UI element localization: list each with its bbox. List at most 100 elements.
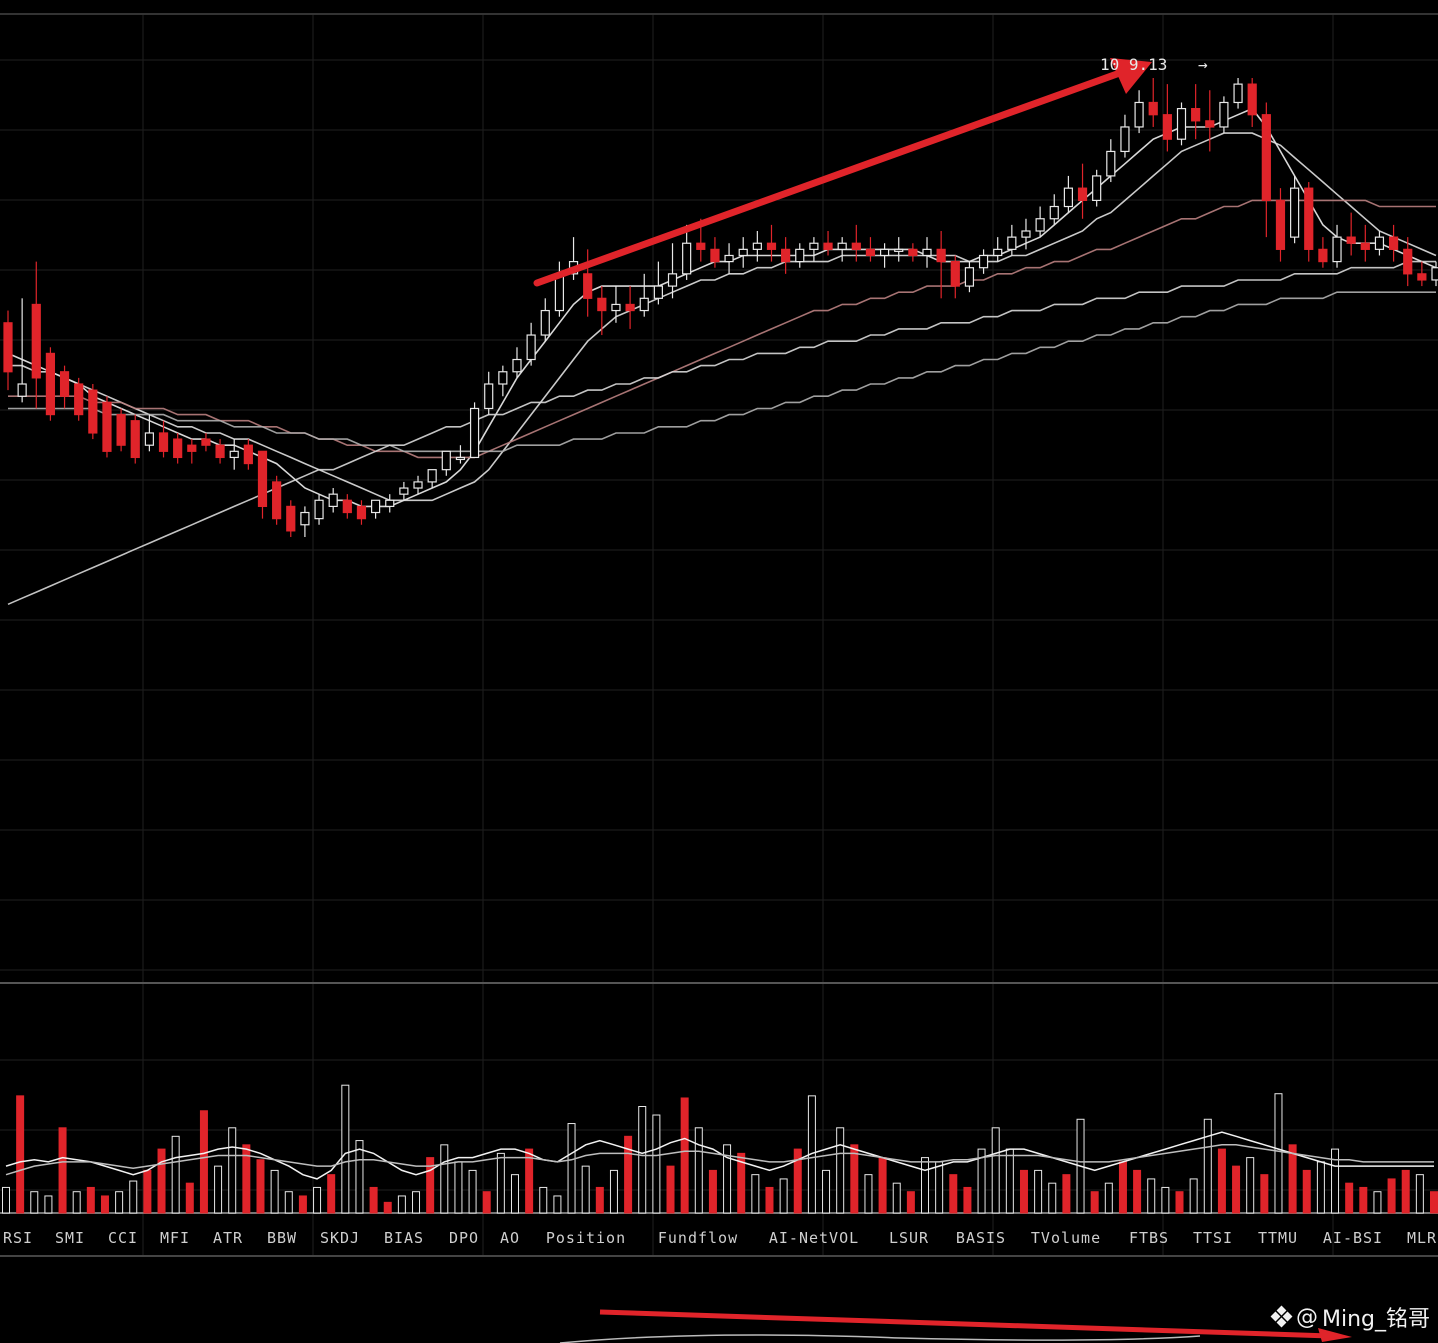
volume-bar <box>510 1174 519 1214</box>
indicator-tab-ai-bsi[interactable]: AI-BSI <box>1323 1229 1383 1247</box>
moving-average-lines <box>7 107 1437 606</box>
volume-bar <box>949 1174 958 1214</box>
volume-bar <box>567 1123 576 1214</box>
candle-body <box>738 248 748 257</box>
indicator-tab-smi[interactable]: SMI <box>55 1229 85 1247</box>
indicator-tab-basis[interactable]: BASIS <box>956 1229 1006 1247</box>
candle <box>1176 102 1187 146</box>
volume-bar <box>228 1127 237 1214</box>
indicator-tab-ttsi[interactable]: TTSI <box>1193 1229 1233 1247</box>
candle-body <box>201 438 211 446</box>
watermark-prefix: @ <box>1295 1304 1318 1330</box>
candle <box>342 494 352 519</box>
indicator-tab-ttmu[interactable]: TTMU <box>1258 1229 1298 1247</box>
indicator-tab-mfi[interactable]: MFI <box>160 1229 190 1247</box>
candle-body <box>978 254 989 269</box>
candle <box>1233 78 1243 109</box>
candle <box>978 249 989 274</box>
candle-body <box>1120 126 1130 153</box>
candle <box>908 243 918 262</box>
indicator-tab-skdj[interactable]: SKDJ <box>320 1229 360 1247</box>
candle-body <box>1403 248 1413 275</box>
volume-bar <box>327 1174 336 1214</box>
candle-body <box>356 505 367 520</box>
candle <box>215 439 225 464</box>
volume-bar <box>694 1127 703 1214</box>
volume-bar <box>1118 1161 1127 1214</box>
indicator-tab-mlr[interactable]: MLR <box>1407 1229 1437 1247</box>
volume-bar <box>1430 1191 1438 1214</box>
volume-bar <box>1147 1178 1156 1214</box>
volume-bar <box>482 1191 491 1214</box>
candle-body <box>328 493 338 508</box>
volume-bar <box>86 1186 95 1214</box>
candle-body <box>781 248 791 263</box>
candle <box>427 469 437 489</box>
volume-bar <box>468 1169 477 1214</box>
volume-bar <box>737 1152 746 1214</box>
candle <box>1021 218 1031 250</box>
volume-bar <box>1019 1169 1028 1214</box>
candle-body <box>894 248 904 252</box>
indicator-tab-ai-netvol[interactable]: AI-NetVOL <box>769 1229 859 1247</box>
volume-bars <box>2 1084 1438 1214</box>
candle <box>1219 96 1229 134</box>
volume-bar <box>369 1186 378 1214</box>
candle-body <box>682 242 692 275</box>
candle-body <box>158 432 169 452</box>
volume-bar <box>836 1127 845 1214</box>
candle-body <box>3 322 13 373</box>
candle-body <box>272 481 282 520</box>
candle <box>1403 237 1413 287</box>
candle-body <box>455 456 466 461</box>
candle-body <box>1275 199 1286 250</box>
indicator-tab-tvolume[interactable]: TVolume <box>1031 1229 1101 1247</box>
candle <box>894 237 904 262</box>
grid-lines <box>0 14 1438 1256</box>
candle <box>130 414 140 464</box>
candle-body <box>1318 248 1328 263</box>
candle <box>3 310 13 391</box>
volume-bar <box>1034 1169 1043 1214</box>
candle-body <box>752 242 762 250</box>
candle-body <box>1360 242 1370 250</box>
candle <box>300 506 310 537</box>
indicator-tab-dpo[interactable]: DPO <box>449 1229 479 1247</box>
candle-body <box>469 407 480 459</box>
indicator-tab-atr[interactable]: ATR <box>213 1229 243 1247</box>
candle-body <box>286 505 296 532</box>
volume-bar <box>1217 1148 1226 1214</box>
volume-bar <box>16 1095 25 1214</box>
indicator-tab-ftbs[interactable]: FTBS <box>1129 1229 1169 1247</box>
candle-body <box>413 481 423 489</box>
indicator-tab-fundflow[interactable]: Fundflow <box>658 1229 738 1247</box>
indicator-tab-ao[interactable]: AO <box>500 1229 520 1247</box>
candle-body <box>1106 150 1116 177</box>
candle <box>356 500 367 525</box>
indicator-tab-cci[interactable]: CCI <box>108 1229 138 1247</box>
candle-body <box>597 297 607 312</box>
candle <box>1162 84 1172 152</box>
indicator-tab-rsi[interactable]: RSI <box>3 1229 33 1247</box>
candle-body <box>215 444 225 459</box>
candle-body <box>696 242 706 250</box>
indicator-tab-bias[interactable]: BIAS <box>384 1229 424 1247</box>
volume-bar <box>30 1191 39 1214</box>
candle <box>187 439 197 464</box>
candle-body <box>1332 236 1342 263</box>
candle <box>1049 194 1059 225</box>
candle <box>526 322 536 366</box>
candle-body <box>1431 267 1438 281</box>
candle <box>314 494 324 525</box>
candle-body <box>1092 175 1102 201</box>
trend-arrow-shaft <box>533 66 1132 287</box>
indicator-tab-bbw[interactable]: BBW <box>267 1229 297 1247</box>
candle <box>752 231 762 262</box>
watermark-handle: Ming_铭哥 <box>1321 1307 1430 1332</box>
candle <box>597 286 607 336</box>
volume-bar <box>199 1110 208 1214</box>
candle-body <box>766 242 777 250</box>
indicator-tab-position[interactable]: Position <box>546 1229 626 1247</box>
indicator-tab-lsur[interactable]: LSUR <box>889 1229 929 1247</box>
volume-bar <box>624 1135 633 1214</box>
